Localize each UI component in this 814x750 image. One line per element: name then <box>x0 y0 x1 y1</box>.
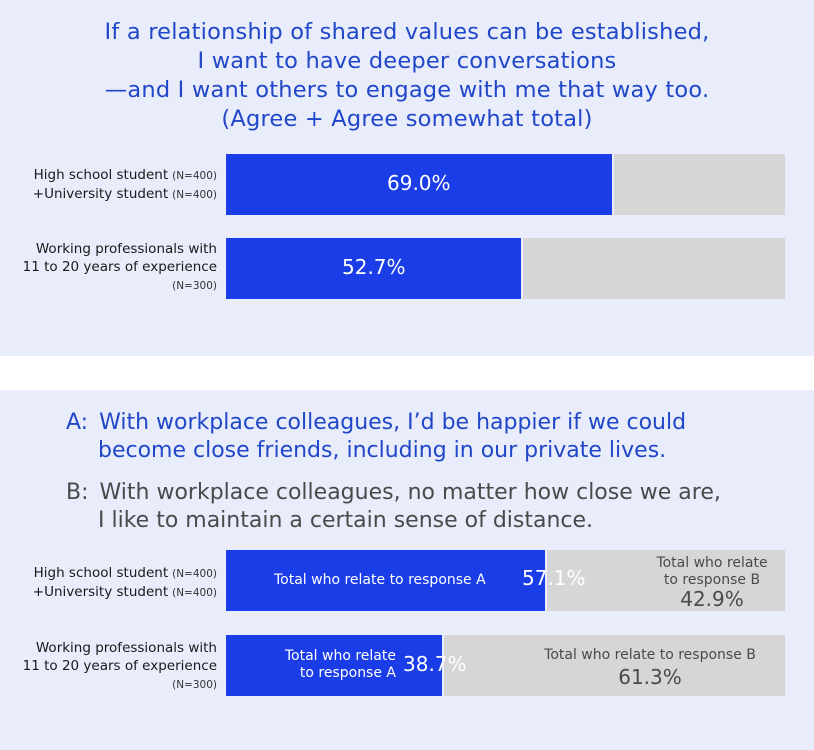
sample-size: (N=400) <box>172 189 217 201</box>
segment-a-label: Total who relate to response A <box>274 572 486 588</box>
row-label-text: High school student <box>33 565 169 581</box>
title-line: (Agree + Agree somewhat total) <box>221 106 593 132</box>
bar-value-segment <box>226 154 612 215</box>
sample-size: (N=300) <box>172 280 217 292</box>
segment-b-value: 42.9% <box>680 587 744 611</box>
bar-value-label: 52.7% <box>342 255 406 279</box>
chart-panel-a-vs-b: A: With workplace colleagues, I’d be hap… <box>0 390 814 750</box>
segment-a-label-line: to response A <box>299 665 396 681</box>
statement-text: With workplace colleagues, no matter how… <box>99 480 721 505</box>
row-label-text: 11 to 20 years of experience <box>22 658 217 674</box>
row-label-students: High school student (N=400) +University s… <box>0 166 217 204</box>
row-label-text: Working professionals with <box>35 640 217 656</box>
row-label-text: +University student <box>32 186 169 202</box>
row-label-professionals: Working professionals with 11 to 20 year… <box>0 639 217 694</box>
title-line: —and I want others to engage with me tha… <box>104 77 710 103</box>
bar-value-label: 69.0% <box>387 171 451 195</box>
statement-text: With workplace colleagues, I’d be happie… <box>99 410 687 435</box>
row-label-professionals: Working professionals with 11 to 20 year… <box>0 240 217 295</box>
sample-size: (N=400) <box>172 587 217 599</box>
sample-size: (N=300) <box>172 679 217 691</box>
statement-a: A: With workplace colleagues, I’d be hap… <box>66 409 686 437</box>
row-label-text: Working professionals with <box>35 241 217 257</box>
segment-b-value: 61.3% <box>618 665 682 689</box>
segment-b-label: Total who relate to response B <box>639 555 785 589</box>
segment-a-label: Total who relate to response A <box>270 648 396 682</box>
bar-row-students: 69.0% <box>226 154 785 215</box>
statement-marker: B: <box>66 480 89 505</box>
statement-text: I like to maintain a certain sense of di… <box>98 508 594 533</box>
row-label-text: High school student <box>33 167 169 183</box>
stacked-bar-professionals: Total who relate to response A 38.7% Tot… <box>226 635 785 696</box>
bar-remainder-segment <box>523 238 785 299</box>
bar-row-professionals: 52.7% <box>226 238 785 299</box>
segment-b-label-line: Total who relate <box>656 555 768 571</box>
row-label-text: +University student <box>32 584 169 600</box>
segment-a-label-line: Total who relate <box>284 648 396 664</box>
chart-panel-agree: If a relationship of shared values can b… <box>0 0 814 356</box>
bar-segment-b <box>547 550 785 611</box>
chart-title: If a relationship of shared values can b… <box>0 18 814 134</box>
row-label-students: High school student (N=400) +University s… <box>0 564 217 602</box>
bar-remainder-segment <box>614 154 785 215</box>
statement-marker: A: <box>66 410 89 435</box>
segment-b-label-line: to response B <box>663 572 761 588</box>
row-label-text: 11 to 20 years of experience <box>22 259 217 275</box>
sample-size: (N=400) <box>172 170 217 182</box>
bar-segment-a <box>226 550 545 611</box>
statement-b: B: With workplace colleagues, no matter … <box>66 479 721 507</box>
bar-value-segment <box>226 238 521 299</box>
title-line: I want to have deeper conversations <box>197 48 617 74</box>
bar-segment-b <box>444 635 785 696</box>
sample-size: (N=400) <box>172 568 217 580</box>
segment-b-label: Total who relate to response B <box>544 647 756 663</box>
statement-text: become close friends, including in our p… <box>98 438 667 463</box>
title-line: If a relationship of shared values can b… <box>104 19 710 45</box>
segment-a-value: 38.7% <box>403 652 467 676</box>
stacked-bar-students: Total who relate to response A 57.1% Tot… <box>226 550 785 611</box>
segment-a-value: 57.1% <box>522 566 586 590</box>
bar-segment-a <box>226 635 442 696</box>
